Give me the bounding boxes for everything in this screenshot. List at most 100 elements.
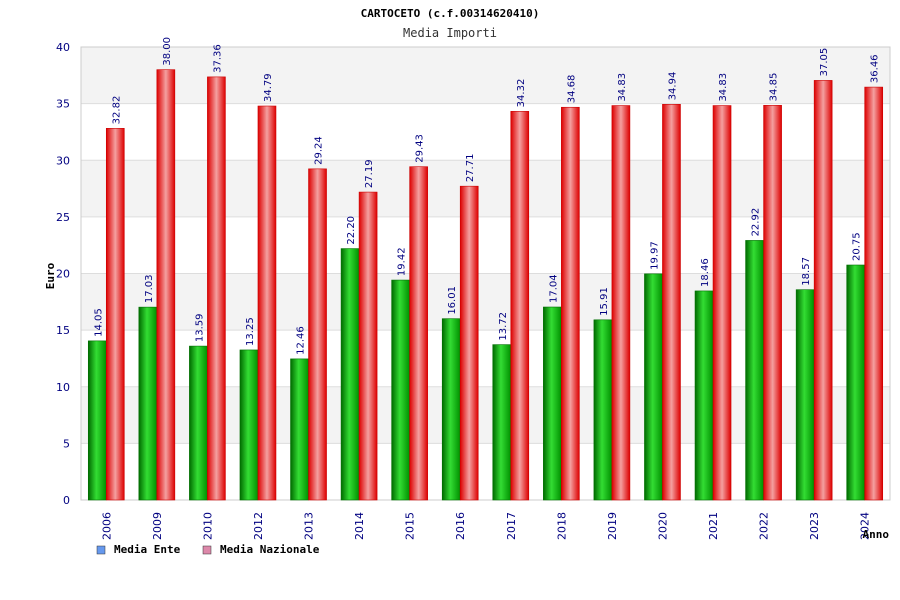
x-tick-label: 2015 [404, 512, 417, 540]
bar-media-ente [239, 349, 259, 501]
bar-media-ente [290, 358, 309, 501]
legend-swatch-media-ente [96, 545, 106, 555]
x-tick-label: 2009 [151, 512, 164, 540]
value-label-media-ente: 13.72 [498, 312, 509, 341]
value-label-media-nazionale: 34.94 [667, 72, 678, 101]
x-tick-label: 2020 [656, 512, 669, 540]
bar-media-ente [846, 264, 866, 501]
x-tick-label: 2018 [555, 512, 568, 540]
legend-label-media-ente: Media Ente [114, 543, 181, 556]
y-tick-label: 15 [56, 324, 70, 337]
value-label-media-nazionale: 34.83 [718, 73, 729, 102]
value-label-media-nazionale: 34.85 [769, 73, 780, 102]
x-tick-label: 2016 [454, 512, 467, 540]
value-label-media-nazionale: 34.79 [263, 73, 274, 102]
y-tick-label: 10 [56, 381, 70, 394]
x-tick-label: 2021 [707, 512, 720, 540]
bar-media-ente [543, 306, 562, 501]
bar-media-ente [87, 340, 107, 501]
bar-media-nazionale [156, 69, 176, 501]
value-label-media-ente: 13.59 [194, 313, 205, 342]
bar-media-nazionale [207, 76, 226, 501]
bar-media-nazionale [712, 105, 732, 501]
bar-media-nazionale [409, 166, 428, 501]
value-label-media-ente: 17.04 [548, 274, 559, 303]
bar-media-nazionale [611, 105, 631, 501]
value-label-media-nazionale: 37.05 [819, 48, 830, 77]
y-tick-label: 30 [56, 154, 70, 167]
bar-media-ente [138, 306, 158, 501]
bar-media-ente [492, 344, 512, 501]
value-label-media-nazionale: 36.46 [870, 54, 881, 83]
value-label-media-ente: 19.42 [397, 247, 408, 276]
bar-media-ente [593, 319, 613, 501]
bar-media-nazionale [257, 105, 277, 501]
y-tick-label: 35 [56, 98, 70, 111]
bar-media-nazionale [105, 128, 125, 501]
bar-media-ente [745, 240, 764, 501]
value-label-media-nazionale: 32.82 [111, 96, 122, 125]
bar-media-nazionale [358, 191, 378, 501]
bar-media-nazionale [763, 105, 782, 501]
bar-media-nazionale [308, 168, 327, 501]
y-tick-labels: 0 5 10 15 20 25 30 35 40 [56, 41, 70, 507]
y-axis-label: Euro [44, 262, 57, 289]
legend-swatch-media-nazionale [202, 545, 212, 555]
legend-label-media-nazionale: Media Nazionale [220, 543, 320, 556]
bar-media-ente [441, 318, 461, 501]
value-label-media-ente: 13.25 [245, 317, 256, 346]
bar-media-ente [694, 290, 714, 501]
x-tick-labels: 2006 2009 2010 2012 2013 2014 2015 2016 2017 2018… [100, 512, 871, 540]
y-tick-label: 0 [63, 494, 70, 507]
bar-media-nazionale [510, 111, 530, 501]
value-label-media-ente: 22.20 [346, 216, 357, 245]
value-label-media-nazionale: 27.71 [465, 154, 476, 183]
x-axis-label: Anno [863, 528, 890, 541]
bar-media-ente [795, 289, 815, 501]
value-label-media-ente: 16.01 [447, 286, 458, 315]
value-label-media-ente: 14.05 [93, 308, 104, 337]
chart-subtitle: Media Importi [403, 26, 497, 40]
x-tick-label: 2010 [201, 512, 214, 540]
value-label-media-nazionale: 34.68 [566, 75, 577, 104]
bar-media-ente [189, 345, 208, 501]
value-label-media-ente: 18.57 [801, 257, 812, 286]
x-tick-label: 2017 [505, 512, 518, 540]
value-label-media-nazionale: 34.83 [617, 73, 628, 102]
value-label-media-ente: 18.46 [700, 258, 711, 287]
bar-media-nazionale [864, 86, 884, 501]
value-label-media-nazionale: 34.32 [516, 79, 527, 108]
value-label-media-nazionale: 37.36 [212, 44, 223, 73]
bar-media-ente [340, 248, 360, 501]
x-tick-label: 2013 [303, 512, 316, 540]
y-tick-label: 40 [56, 41, 70, 54]
value-label-media-ente: 12.46 [296, 326, 307, 355]
value-label-media-nazionale: 29.24 [314, 136, 325, 165]
bar-media-nazionale [561, 106, 580, 501]
x-tick-label: 2023 [808, 512, 821, 540]
bar-media-ente [644, 273, 663, 501]
value-label-media-ente: 17.03 [144, 274, 155, 303]
value-label-media-nazionale: 27.19 [364, 159, 375, 188]
value-label-media-nazionale: 38.00 [162, 37, 173, 66]
bar-media-nazionale [813, 80, 833, 501]
chart-title: CARTOCETO (c.f.00314620410) [361, 7, 540, 20]
plot-border [80, 46, 891, 501]
x-tick-label: 2012 [252, 512, 265, 540]
y-tick-label: 20 [56, 268, 70, 281]
x-tick-label: 2006 [100, 512, 113, 540]
y-tick-label: 5 [63, 437, 70, 450]
legend: Media Ente Media Nazionale [96, 543, 320, 556]
bar-media-nazionale [662, 104, 681, 501]
x-tick-label: 2014 [353, 512, 366, 540]
value-label-media-ente: 15.91 [599, 287, 610, 316]
x-tick-label: 2024 [859, 512, 872, 540]
bars [87, 69, 884, 501]
value-label-media-ente: 19.97 [649, 241, 660, 270]
value-label-media-ente: 22.92 [751, 208, 762, 237]
y-tick-label: 25 [56, 211, 70, 224]
value-label-media-nazionale: 29.43 [415, 134, 426, 163]
bar-media-nazionale [459, 185, 479, 501]
value-labels: 14.05 32.82 17.03 38.00 13.59 37.36 13.25 34.79… [93, 37, 880, 355]
